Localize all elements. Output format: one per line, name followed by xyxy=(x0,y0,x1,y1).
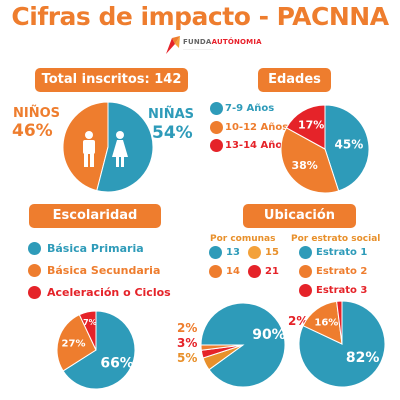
legend-dot-comuna-21 xyxy=(248,265,261,278)
slice-label-b-sica-primaria: 66% xyxy=(100,355,134,371)
legend-label-comuna-15: 15 xyxy=(265,247,279,258)
comuna-21-percentage: 3% xyxy=(177,336,198,350)
legend-label-estrato-3: Estrato 3 xyxy=(316,285,368,296)
legend-label-10-12: 10-12 Años xyxy=(225,122,289,133)
legend-dot-13-14 xyxy=(210,139,223,152)
legend-label-estrato-2: Estrato 2 xyxy=(316,266,368,277)
por-comunas-heading: Por comunas xyxy=(210,234,276,244)
pie-slice-14 xyxy=(200,344,244,351)
pie-slice-estrato-3 xyxy=(336,300,343,345)
legend-dot-comuna-13 xyxy=(209,246,222,259)
comuna-14-percentage: 2% xyxy=(177,321,198,335)
slice-label-b-sica-secundaria: 27% xyxy=(62,338,86,349)
ninos-percentage: 46% xyxy=(12,121,53,141)
legend-dot-estrato-3 xyxy=(299,284,312,297)
boy-icon xyxy=(83,131,95,167)
estrato-pie-chart: 82% 16% xyxy=(298,300,386,388)
ninos-label: NIÑOS xyxy=(13,106,61,121)
escolaridad-heading: Escolaridad xyxy=(29,204,161,228)
legend-dot-primaria xyxy=(28,242,41,255)
comunas-pie-chart: 90% xyxy=(200,302,286,388)
page-title: Cifras de impacto - PACNNA xyxy=(11,2,389,31)
gender-pie-chart xyxy=(63,101,153,193)
legend-dot-10-12 xyxy=(210,121,223,134)
legend-label-7-9: 7-9 Años xyxy=(225,103,275,114)
slice-label-13: 90% xyxy=(252,327,286,343)
logo-icon xyxy=(166,36,180,54)
pie-slice-aceleraci-n-o-ciclos xyxy=(78,310,97,351)
pie-slice-b-sica-primaria xyxy=(62,310,136,390)
legend-dot-estrato-1 xyxy=(299,246,312,259)
legend-dot-aceleracion xyxy=(28,286,41,299)
legend-dot-secundaria xyxy=(28,264,41,277)
legend-label-comuna-21: 21 xyxy=(265,266,279,277)
pie-slice-b-sica-secundaria xyxy=(56,314,97,372)
comuna-15-percentage: 5% xyxy=(177,351,198,365)
slice-label-13-14-a-os: 17% xyxy=(298,119,324,132)
legend-label-primaria: Básica Primaria xyxy=(47,242,144,255)
por-estrato-heading: Por estrato social xyxy=(291,234,381,244)
ubicacion-heading: Ubicación xyxy=(243,204,356,228)
fundautonomia-logo: FUNDAAUTÓNOMIA .........................… xyxy=(163,34,262,56)
edades-heading: Edades xyxy=(258,68,331,92)
slice-label-aceleraci-n-o-ciclos: 7% xyxy=(83,318,97,327)
slice-label-7-9-a-os: 45% xyxy=(335,138,364,152)
pie-slice-13-14-a-os xyxy=(285,104,326,150)
legend-label-secundaria: Básica Secundaria xyxy=(47,264,161,277)
total-inscritos-heading: Total inscritos: 142 xyxy=(35,68,188,92)
legend-label-comuna-13: 13 xyxy=(226,247,240,258)
legend-dot-estrato-2 xyxy=(299,265,312,278)
legend-label-comuna-14: 14 xyxy=(226,266,240,277)
slice-label-10-12-a-os: 38% xyxy=(291,159,317,172)
legend-dot-comuna-15 xyxy=(248,246,261,259)
pie-slice-7-9-a-os xyxy=(324,104,370,192)
legend-label-aceleracion: Aceleración o Ciclos xyxy=(47,286,171,299)
legend-label-estrato-1: Estrato 1 xyxy=(316,247,368,258)
pie-slice-10-12-a-os xyxy=(280,127,340,194)
ninas-percentage: 54% xyxy=(152,123,193,143)
ninas-label: NIÑAS xyxy=(148,107,195,122)
edades-pie-chart: 45% 38% 17% xyxy=(280,104,370,194)
legend-dot-7-9 xyxy=(210,102,223,115)
legend-dot-comuna-14 xyxy=(209,265,222,278)
slice-label-estrato-1: 82% xyxy=(346,350,380,366)
legend-label-13-14: 13-14 Años xyxy=(225,140,289,151)
girl-icon xyxy=(112,131,128,167)
escolaridad-pie-chart: 66% 27% 7% xyxy=(56,310,136,390)
slice-label-estrato-2: 16% xyxy=(314,317,338,328)
